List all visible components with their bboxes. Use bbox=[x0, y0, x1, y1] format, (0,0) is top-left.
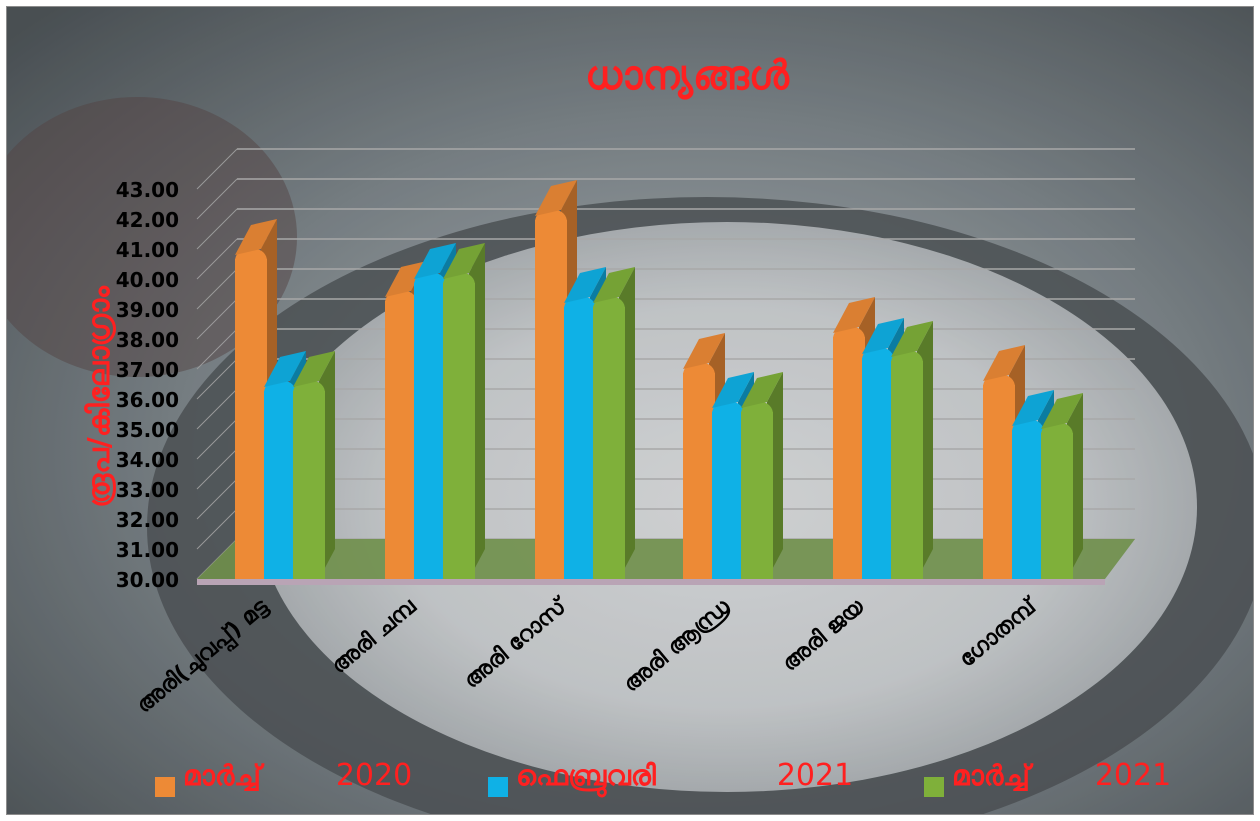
bars bbox=[235, 180, 1083, 579]
y-tick-label: 33.00 bbox=[116, 478, 179, 502]
bar-top bbox=[564, 267, 606, 303]
grid-slant bbox=[196, 148, 238, 190]
bar-body bbox=[833, 337, 865, 579]
grid-slant bbox=[196, 238, 238, 280]
legend-year: 2021 bbox=[1095, 758, 1171, 793]
y-tick-label: 35.00 bbox=[116, 418, 179, 442]
bar-top bbox=[293, 351, 335, 387]
y-tick-label: 31.00 bbox=[116, 538, 179, 562]
bar-body bbox=[1041, 433, 1073, 579]
grid-slant bbox=[196, 208, 238, 250]
chart-title: ധാന്യങ്ങൾ bbox=[585, 53, 790, 100]
legend-swatch bbox=[488, 777, 508, 797]
bar-top bbox=[235, 219, 277, 255]
bar-body bbox=[862, 358, 894, 579]
grid-slant bbox=[196, 478, 238, 520]
grid-slant bbox=[196, 358, 238, 400]
y-tick-label: 40.00 bbox=[116, 268, 179, 292]
bar-body bbox=[683, 373, 715, 579]
bar-top bbox=[593, 267, 635, 303]
y-tick-label: 30.00 bbox=[116, 568, 179, 592]
y-tick-label: 36.00 bbox=[116, 388, 179, 412]
bar-body bbox=[443, 283, 475, 579]
y-tick-label: 39.00 bbox=[116, 298, 179, 322]
bar-body bbox=[414, 283, 446, 579]
legend-swatch bbox=[924, 777, 944, 797]
bar-body bbox=[983, 385, 1015, 579]
legend-year: 2021 bbox=[777, 758, 853, 793]
bar-top bbox=[535, 180, 577, 216]
legend-swatch bbox=[155, 777, 175, 797]
bar-body bbox=[535, 220, 567, 579]
bar-body bbox=[593, 307, 625, 579]
bar-top bbox=[683, 333, 725, 369]
bar-body bbox=[264, 391, 296, 579]
bar-body bbox=[741, 412, 773, 579]
bar-top bbox=[833, 297, 875, 333]
legend-label: മാർച്ച് bbox=[183, 759, 265, 792]
bar-top bbox=[414, 243, 456, 279]
bar-body bbox=[712, 412, 744, 579]
grid-slant bbox=[196, 178, 238, 220]
bar-body bbox=[293, 391, 325, 579]
grid-slant bbox=[196, 418, 238, 460]
floor-edge bbox=[197, 579, 1105, 585]
bar-top bbox=[385, 261, 427, 297]
y-tick-label: 32.00 bbox=[116, 508, 179, 532]
bar-top bbox=[264, 351, 306, 387]
bar-body bbox=[385, 301, 417, 579]
legend-label: മാർച്ച് bbox=[952, 759, 1034, 792]
bar-body bbox=[235, 259, 267, 579]
y-axis-label: രൂപ/കിലോഗ്രാം bbox=[82, 285, 117, 508]
legend-label: ഫെബ്രുവരി bbox=[516, 759, 657, 798]
y-tick-label: 37.00 bbox=[116, 358, 179, 382]
y-axis-ticks: 30.00 31.00 32.00 33.00 34.00 35.00 36.00 37.00… bbox=[116, 178, 179, 592]
grid-slant bbox=[196, 328, 238, 370]
y-tick-label: 38.00 bbox=[116, 328, 179, 352]
bar-top bbox=[891, 321, 933, 357]
bar-body bbox=[891, 361, 923, 579]
grid-slant bbox=[196, 298, 238, 340]
y-tick-label: 42.00 bbox=[116, 208, 179, 232]
y-tick-label: 41.00 bbox=[116, 238, 179, 262]
chart-svg: 30.00 31.00 32.00 33.00 34.00 35.00 36.00 37.00… bbox=[7, 7, 1253, 814]
grid-slant bbox=[196, 268, 238, 310]
grid-slant bbox=[196, 448, 238, 490]
bar-top bbox=[741, 372, 783, 408]
grid-slant bbox=[196, 388, 238, 430]
bar-top bbox=[1012, 390, 1054, 426]
y-tick-label: 43.00 bbox=[116, 178, 179, 202]
bar-body bbox=[564, 307, 596, 579]
bar-top bbox=[983, 345, 1025, 381]
bar-top bbox=[712, 372, 754, 408]
bar-body bbox=[1012, 430, 1044, 579]
grid-slant bbox=[196, 508, 238, 550]
legend: മാർച്ച് 2020 ഫെബ്രുവരി 2021 മാർച്ച് 2021 bbox=[155, 758, 1171, 798]
bar-top bbox=[443, 243, 485, 279]
y-tick-label: 34.00 bbox=[116, 448, 179, 472]
chart-frame: 30.00 31.00 32.00 33.00 34.00 35.00 36.00 37.00… bbox=[6, 6, 1254, 815]
bar-top bbox=[862, 318, 904, 354]
legend-year: 2020 bbox=[336, 758, 412, 793]
bar-top bbox=[1041, 393, 1083, 429]
